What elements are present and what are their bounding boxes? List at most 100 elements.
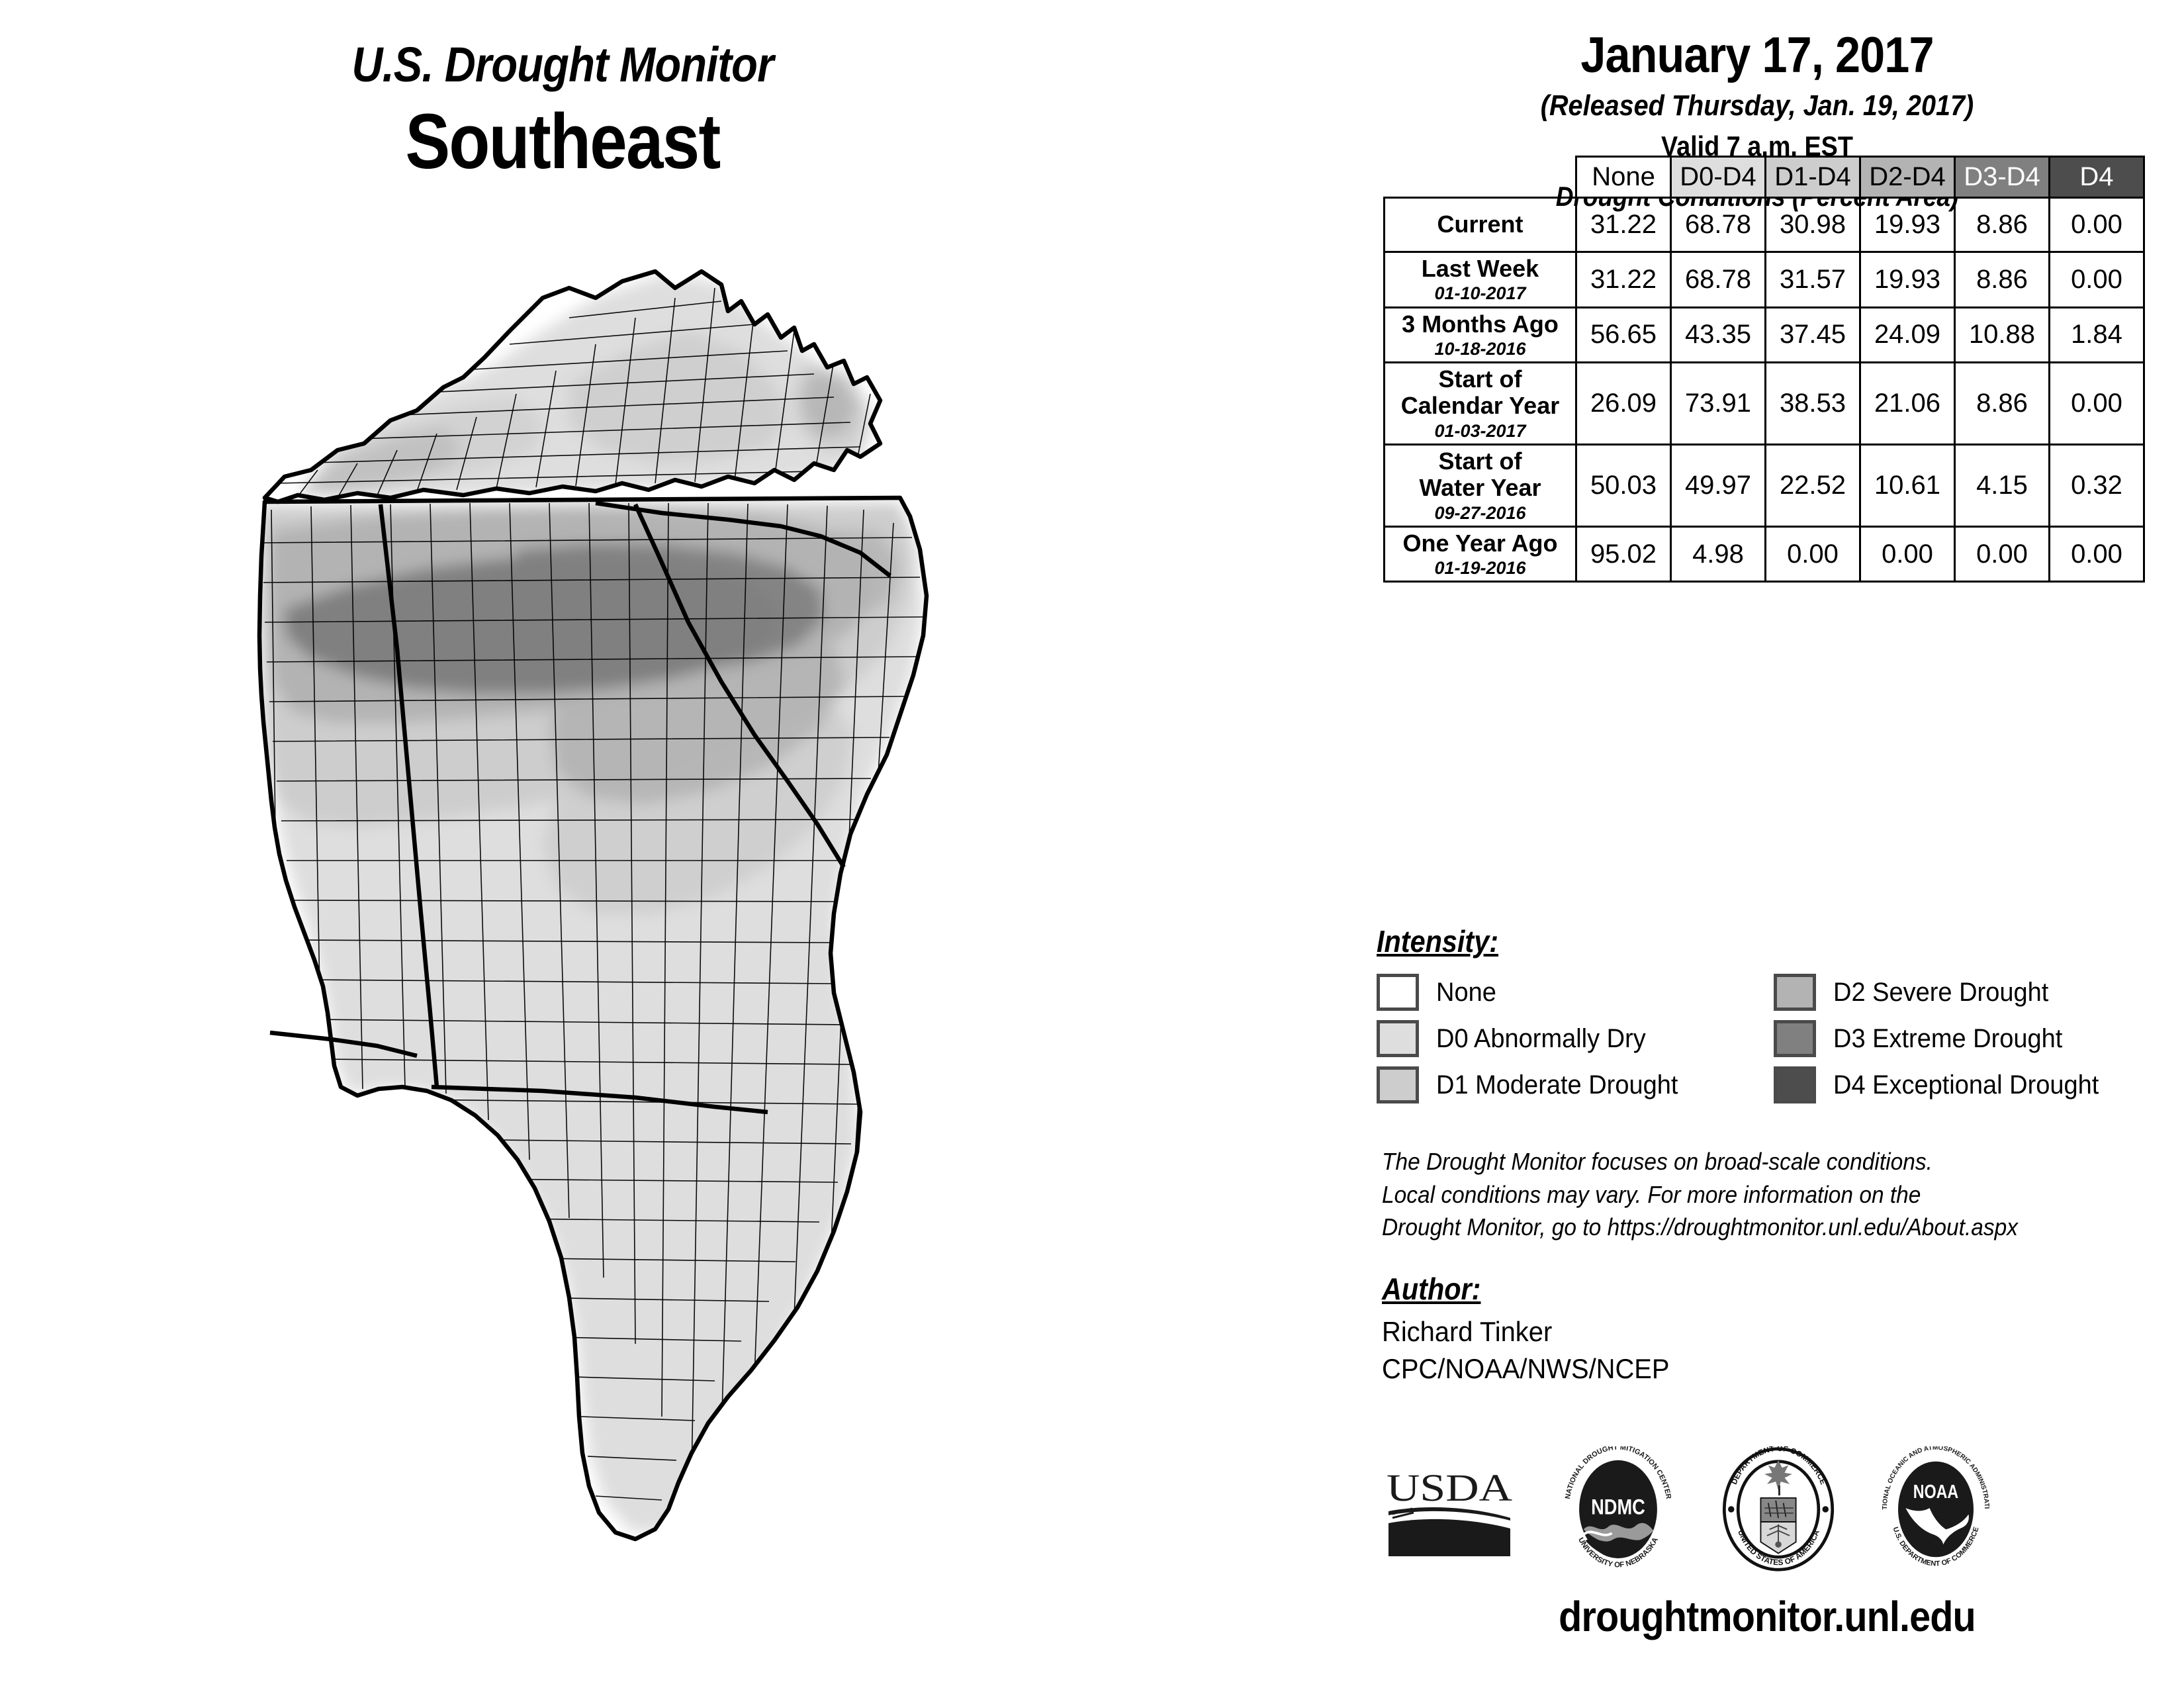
column-header-d3: D3-D4 [1954, 156, 2050, 199]
row-date: 01-19-2016 [1434, 558, 1526, 579]
intensity-title: Intensity: [1377, 924, 1499, 959]
table-cell: 4.15 [1954, 443, 2050, 528]
table-cell: 24.09 [1859, 306, 1956, 364]
legend-item: D3 Extreme Drought [1774, 1020, 2158, 1057]
department-of-commerce-seal: DEPARTMENT OF COMMERCE UNITED STATES OF … [1722, 1446, 1835, 1571]
drought-map [199, 252, 1178, 1609]
row-date: 09-27-2016 [1434, 502, 1526, 523]
table-row: 3 Months Ago 10-18-2016 56.65 43.35 37.45 24.… [1383, 306, 2145, 364]
column-header-d0: D0-D4 [1670, 156, 1766, 199]
report-date: January 17, 2017 [1580, 27, 1934, 83]
table-cell: 0.00 [2048, 525, 2145, 583]
info-panel: January 17, 2017 (Released Thursday, Jan… [1377, 26, 2158, 1668]
row-label: Start of Water Year 09-27-2016 [1383, 443, 1577, 528]
logo-row: USDA NATIONAL DROUGHT MITIGATION CENTER … [1377, 1446, 2158, 1572]
table-cell: 0.00 [1764, 525, 1861, 583]
drought-conditions-table: None D0-D4 D1-D4 D2-D4 D3-D4 D4 Current 3… [1383, 156, 2145, 583]
row-label: 3 Months Ago 10-18-2016 [1383, 306, 1577, 364]
table-cell: 0.32 [2048, 443, 2145, 528]
svg-text:NDMC: NDMC [1591, 1495, 1645, 1519]
column-header-d4: D4 [2048, 156, 2145, 199]
svg-text:NOAA: NOAA [1913, 1481, 1958, 1503]
table-cell: 50.03 [1575, 443, 1672, 528]
usda-logo: USDA [1387, 1466, 1512, 1556]
page-title-region: Southeast [405, 98, 721, 185]
legend-label: D0 Abnormally Dry [1436, 1023, 1646, 1053]
row-label: Start of Calendar Year 01-03-2017 [1383, 361, 1577, 445]
column-header-none: None [1575, 156, 1672, 199]
table-row: Start of Calendar Year 01-03-2017 26.09 73.9… [1383, 361, 2145, 445]
table-cell: 30.98 [1764, 197, 1861, 253]
table-cell: 10.88 [1954, 306, 2050, 364]
disclaimer-line-3: Drought Monitor, go to https://droughtmo… [1382, 1213, 2018, 1241]
svg-text:USDA: USDA [1387, 1466, 1512, 1509]
table-cell: 19.93 [1859, 197, 1956, 253]
legend-item: D0 Abnormally Dry [1377, 1020, 1774, 1057]
table-row: Start of Water Year 09-27-2016 50.03 49.97 22… [1383, 443, 2145, 528]
table-cell: 8.86 [1954, 251, 2050, 308]
row-label: Current [1383, 197, 1577, 253]
table-cell: 31.22 [1575, 251, 1672, 308]
author-block: Author: Richard Tinker CPC/NOAA/NWS/NCEP [1382, 1271, 1684, 1385]
intensity-legend: Intensity: None D2 Severe Drought D0 Abnor… [1377, 923, 2158, 1103]
table-cell: 19.93 [1859, 251, 1956, 308]
row-date: 01-10-2017 [1434, 283, 1526, 304]
release-date: (Released Thursday, Jan. 19, 2017) [1540, 89, 1974, 122]
page-title-primary: U.S. Drought Monitor [351, 37, 774, 92]
table-cell: 68.78 [1670, 251, 1766, 308]
table-cell: 21.06 [1859, 361, 1956, 445]
legend-label: D3 Extreme Drought [1833, 1023, 2063, 1053]
table-cell: 31.57 [1764, 251, 1861, 308]
table-cell: 95.02 [1575, 525, 1672, 583]
legend-item: D1 Moderate Drought [1377, 1066, 1774, 1103]
legend-swatch [1774, 974, 1816, 1011]
table-cell: 0.00 [1954, 525, 2050, 583]
row-date: 10-18-2016 [1434, 338, 1526, 359]
table-cell: 4.98 [1670, 525, 1766, 583]
table-cell: 56.65 [1575, 306, 1672, 364]
disclaimer-line-2: Local conditions may vary. For more info… [1382, 1180, 1921, 1208]
table-cell: 0.00 [2048, 361, 2145, 445]
header-spacer [1385, 157, 1576, 198]
map-title-block: U.S. Drought Monitor Southeast [199, 36, 927, 187]
legend-swatch [1377, 1020, 1419, 1057]
column-header-d1: D1-D4 [1764, 156, 1861, 199]
legend-grid: None D2 Severe Drought D0 Abnormally Dry D3… [1377, 974, 2158, 1103]
legend-item: None [1377, 974, 1774, 1011]
table-cell: 37.45 [1764, 306, 1861, 364]
row-date: 01-03-2017 [1434, 420, 1526, 441]
date-block: January 17, 2017 (Released Thursday, Jan… [1377, 26, 2138, 162]
table-cell: 73.91 [1670, 361, 1766, 445]
legend-swatch [1377, 1066, 1419, 1103]
disclaimer-text: The Drought Monitor focuses on broad-sca… [1382, 1145, 2163, 1244]
disclaimer-line-1: The Drought Monitor focuses on broad-sca… [1382, 1148, 1933, 1175]
table-cell: 22.52 [1764, 443, 1861, 528]
legend-item: D4 Exceptional Drought [1774, 1066, 2158, 1103]
legend-label: D4 Exceptional Drought [1833, 1070, 2099, 1100]
table-cell: 68.78 [1670, 197, 1766, 253]
legend-label: D2 Severe Drought [1833, 977, 2049, 1007]
table-cell: 38.53 [1764, 361, 1861, 445]
table-cell: 0.00 [2048, 197, 2145, 253]
row-label: One Year Ago 01-19-2016 [1383, 525, 1577, 583]
column-header-d2: D2-D4 [1859, 156, 1956, 199]
table-header-row: None D0-D4 D1-D4 D2-D4 D3-D4 D4 [1385, 156, 2145, 199]
legend-item: D2 Severe Drought [1774, 974, 2158, 1011]
ndmc-logo: NATIONAL DROUGHT MITIGATION CENTER UNIVE… [1564, 1446, 1672, 1570]
table-row: Current 31.22 68.78 30.98 19.93 8.86 0.00 [1383, 197, 2145, 253]
table-cell: 49.97 [1670, 443, 1766, 528]
table-cell: 1.84 [2048, 306, 2145, 364]
legend-swatch [1377, 974, 1419, 1011]
table-cell: 8.86 [1954, 197, 2050, 253]
legend-swatch [1774, 1020, 1816, 1057]
table-cell: 0.00 [2048, 251, 2145, 308]
table-cell: 43.35 [1670, 306, 1766, 364]
noaa-logo: NATIONAL OCEANIC AND ATMOSPHERIC ADMINIS… [1870, 1446, 1990, 1568]
table-row: Last Week 01-10-2017 31.22 68.78 31.57 19.93 8… [1383, 251, 2145, 308]
table-row: One Year Ago 01-19-2016 95.02 4.98 0.00 0.00 0… [1383, 525, 2145, 583]
footer-url[interactable]: droughtmonitor.unl.edu [1559, 1593, 1976, 1640]
legend-label: None [1436, 977, 1496, 1007]
table-cell: 31.22 [1575, 197, 1672, 253]
author-name: Richard Tinker [1382, 1316, 1553, 1347]
table-cell: 8.86 [1954, 361, 2050, 445]
